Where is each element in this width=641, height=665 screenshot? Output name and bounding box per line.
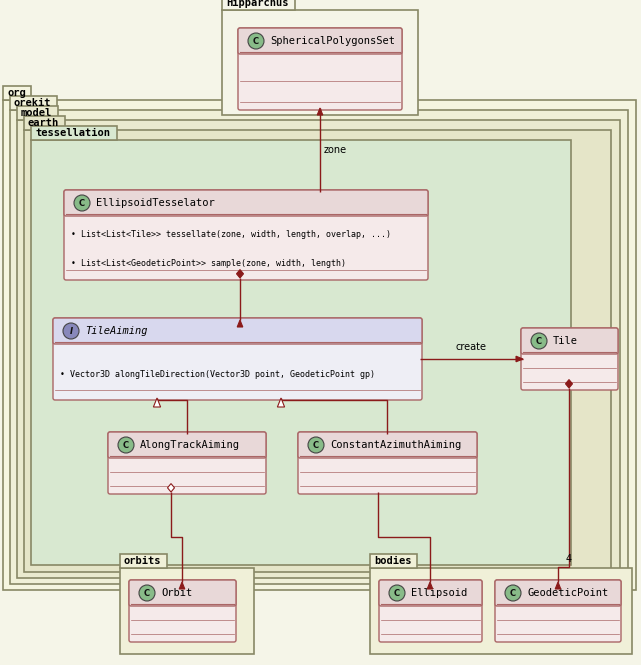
Polygon shape	[153, 398, 161, 407]
Text: zone: zone	[324, 145, 347, 155]
Text: 4: 4	[566, 554, 572, 564]
FancyBboxPatch shape	[521, 328, 618, 354]
Circle shape	[505, 585, 521, 601]
Text: SphericalPolygonsSet: SphericalPolygonsSet	[270, 36, 395, 46]
Bar	[17, 106, 58, 120]
Bar	[3, 86, 31, 100]
Polygon shape	[237, 269, 244, 278]
Bar	[120, 554, 167, 568]
Text: GeodeticPoint: GeodeticPoint	[527, 588, 608, 598]
Polygon shape	[278, 398, 285, 407]
Bar	[24, 116, 65, 130]
Text: C: C	[313, 440, 319, 450]
Polygon shape	[167, 483, 174, 492]
Bar	[10, 110, 628, 584]
Bar	[31, 140, 571, 565]
Text: earth: earth	[28, 118, 59, 128]
FancyBboxPatch shape	[298, 432, 477, 458]
Text: • List<List<Tile>> tessellate(zone, width, length, overlap, ...): • List<List<Tile>> tessellate(zone, widt…	[71, 230, 391, 239]
Text: C: C	[394, 589, 400, 597]
Text: C: C	[536, 336, 542, 346]
Text: C: C	[144, 589, 150, 597]
Text: orekit: orekit	[14, 98, 51, 108]
Text: Ellipsoid: Ellipsoid	[411, 588, 467, 598]
Text: ConstantAzimuthAiming: ConstantAzimuthAiming	[330, 440, 462, 450]
FancyBboxPatch shape	[495, 580, 621, 606]
FancyBboxPatch shape	[53, 318, 422, 344]
Text: tessellation: tessellation	[35, 128, 110, 138]
FancyBboxPatch shape	[129, 580, 236, 642]
Text: C: C	[79, 198, 85, 207]
Text: AlongTrackAiming: AlongTrackAiming	[140, 440, 240, 450]
FancyBboxPatch shape	[495, 580, 621, 642]
Text: EllipsoidTesselator: EllipsoidTesselator	[96, 198, 215, 208]
Polygon shape	[317, 108, 323, 115]
Circle shape	[63, 323, 79, 339]
Text: • List<List<GeodeticPoint>> sample(zone, width, length): • List<List<GeodeticPoint>> sample(zone,…	[71, 259, 346, 268]
Text: C: C	[123, 440, 129, 450]
Bar	[120, 568, 254, 654]
Polygon shape	[237, 320, 243, 327]
FancyBboxPatch shape	[108, 432, 266, 458]
FancyBboxPatch shape	[64, 190, 428, 216]
FancyBboxPatch shape	[53, 318, 422, 400]
Circle shape	[389, 585, 405, 601]
FancyBboxPatch shape	[108, 432, 266, 494]
Bar	[222, 10, 418, 115]
Bar	[10, 96, 57, 110]
FancyBboxPatch shape	[379, 580, 482, 606]
Bar	[370, 568, 632, 654]
Circle shape	[74, 195, 90, 211]
Circle shape	[308, 437, 324, 453]
Bar	[31, 126, 117, 140]
Circle shape	[531, 333, 547, 349]
Polygon shape	[427, 582, 433, 589]
Polygon shape	[516, 356, 523, 362]
FancyBboxPatch shape	[238, 28, 402, 110]
Text: C: C	[510, 589, 516, 597]
FancyBboxPatch shape	[129, 580, 236, 606]
FancyBboxPatch shape	[379, 580, 482, 642]
Bar	[24, 130, 611, 572]
Polygon shape	[555, 582, 561, 589]
Circle shape	[139, 585, 155, 601]
Text: model: model	[21, 108, 53, 118]
Circle shape	[118, 437, 134, 453]
Text: I: I	[69, 327, 72, 336]
Text: Tile: Tile	[553, 336, 578, 346]
Bar	[3, 100, 636, 590]
Bar	[222, 0, 295, 10]
Text: bodies: bodies	[374, 556, 412, 566]
Bar	[17, 120, 620, 578]
Text: create: create	[456, 342, 487, 352]
Text: Hipparchus: Hipparchus	[226, 0, 288, 8]
Polygon shape	[179, 582, 185, 589]
Text: Orbit: Orbit	[161, 588, 192, 598]
Text: • Vector3D alongTileDirection(Vector3D point, GeodeticPoint gp): • Vector3D alongTileDirection(Vector3D p…	[60, 370, 375, 379]
Circle shape	[248, 33, 264, 49]
FancyBboxPatch shape	[521, 328, 618, 390]
Bar	[370, 554, 417, 568]
FancyBboxPatch shape	[298, 432, 477, 494]
Text: orbits: orbits	[124, 556, 162, 566]
Text: C: C	[253, 37, 259, 45]
Text: org: org	[7, 88, 26, 98]
FancyBboxPatch shape	[238, 28, 402, 54]
Polygon shape	[565, 380, 572, 388]
Text: TileAiming: TileAiming	[85, 326, 147, 336]
FancyBboxPatch shape	[64, 190, 428, 280]
